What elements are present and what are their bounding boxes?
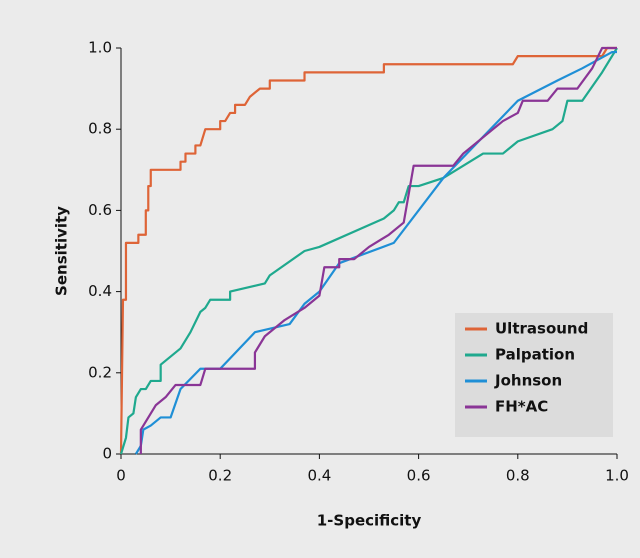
legend-label: FH*AC bbox=[495, 398, 548, 416]
legend-label: Palpation bbox=[495, 346, 575, 364]
legend-label: Ultrasound bbox=[495, 320, 588, 338]
roc-line bbox=[139, 46, 617, 454]
x-tick-label: 0.4 bbox=[307, 467, 331, 485]
roc-line bbox=[134, 50, 617, 455]
x-axis-title: 1-Specificity bbox=[317, 512, 422, 530]
roc-line bbox=[119, 46, 617, 455]
y-axis-title: Sensitivity bbox=[53, 206, 71, 296]
y-tick-label: 1.0 bbox=[88, 39, 112, 57]
y-tick-label: 0.6 bbox=[88, 201, 112, 219]
x-tick-label: 0.2 bbox=[208, 467, 232, 485]
y-tick-label: 0.8 bbox=[88, 120, 112, 138]
roc-line bbox=[119, 47, 618, 455]
legend-box bbox=[455, 313, 613, 437]
legend-label: Johnson bbox=[494, 372, 562, 390]
y-tick-label: 0.4 bbox=[88, 282, 112, 300]
y-tick-label: 0 bbox=[102, 445, 112, 463]
x-tick-label: 0 bbox=[116, 467, 126, 485]
x-tick-label: 0.8 bbox=[506, 467, 530, 485]
x-tick-label: 1.0 bbox=[605, 467, 629, 485]
y-tick-label: 0.2 bbox=[88, 363, 112, 381]
x-tick-label: 0.6 bbox=[407, 467, 431, 485]
